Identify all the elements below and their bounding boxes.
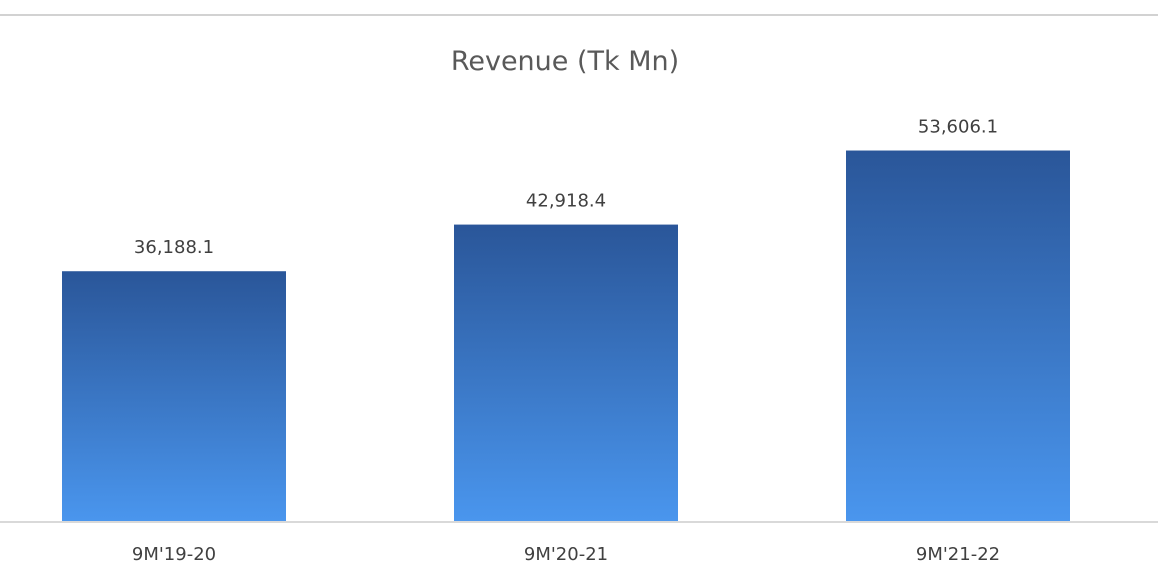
- bar-1: [62, 271, 286, 522]
- category-label-2: 9M'20-21: [524, 544, 608, 565]
- category-label-3: 9M'21-22: [916, 544, 1000, 565]
- labels-layer: 36,188.1 9M'19-20 42,918.4 9M'20-21 53,606.1…: [132, 117, 1000, 565]
- data-label-3: 53,606.1: [918, 117, 998, 138]
- data-label-1: 36,188.1: [134, 237, 214, 258]
- bar-2: [454, 224, 678, 523]
- chart-title: Revenue (Tk Mn): [451, 46, 679, 77]
- data-label-2: 42,918.4: [526, 191, 606, 212]
- bar-3: [846, 150, 1070, 522]
- category-label-1: 9M'19-20: [132, 544, 216, 565]
- bars-layer: [62, 150, 1070, 523]
